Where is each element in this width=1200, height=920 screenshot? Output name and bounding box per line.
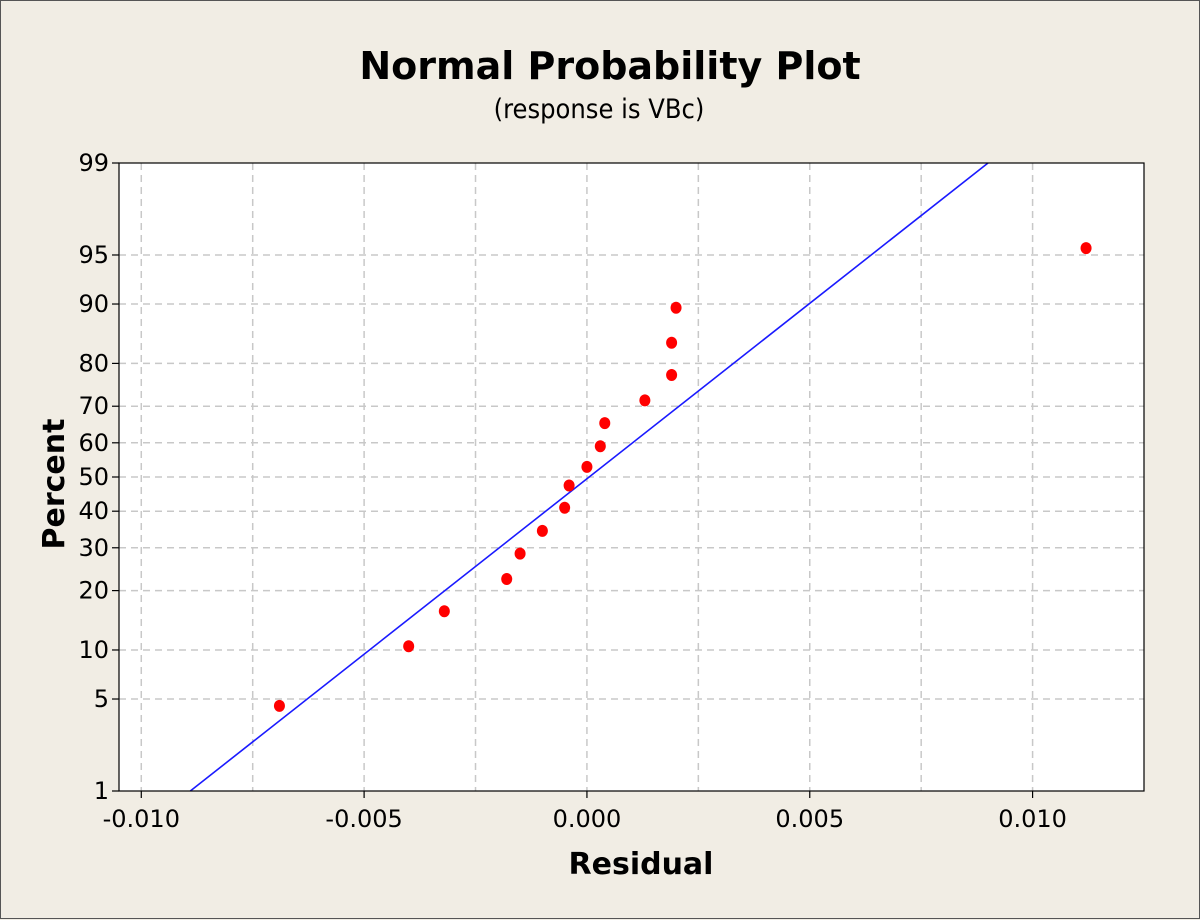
fit-line-layer <box>189 162 989 792</box>
data-point <box>594 440 606 453</box>
x-tick-label: -0.005 <box>325 805 402 833</box>
data-point <box>670 301 682 314</box>
y-tick-label: 1 <box>94 777 109 805</box>
data-point <box>403 640 415 653</box>
y-tick-label: 10 <box>78 636 109 664</box>
x-axis-label: Residual <box>569 847 714 882</box>
y-tick-label: 80 <box>78 349 109 377</box>
data-point <box>438 605 450 618</box>
x-tick-label: -0.010 <box>103 805 180 833</box>
chart-subtitle: (response is VBc) <box>494 94 705 125</box>
data-point <box>666 336 678 349</box>
data-point <box>563 479 575 492</box>
data-point-layer <box>273 242 1092 712</box>
axis-ticks: -0.010 -0.005 0.000 0.005 0.010 1 5 10 20 30 40 50 6… <box>78 149 1066 833</box>
grid-layer <box>119 163 1144 791</box>
data-point <box>581 460 593 473</box>
x-tick-label: 0.010 <box>998 805 1067 833</box>
y-tick-label: 70 <box>78 392 109 420</box>
data-point <box>514 547 526 560</box>
data-point <box>639 394 651 407</box>
data-point <box>559 501 571 514</box>
data-point <box>666 369 678 382</box>
y-axis-label: Percent <box>37 419 72 550</box>
fit-line <box>189 162 989 792</box>
y-tick-label: 50 <box>78 463 109 491</box>
data-point <box>273 699 285 712</box>
data-point <box>536 524 548 537</box>
chart-title: Normal Probability Plot <box>359 44 860 88</box>
y-tick-label: 40 <box>78 497 109 525</box>
x-tick-label: 0.000 <box>553 805 622 833</box>
plot-area <box>119 163 1144 791</box>
y-tick-label: 99 <box>78 149 109 177</box>
y-tick-label: 90 <box>78 290 109 318</box>
data-point <box>599 417 611 430</box>
x-tick-label: 0.005 <box>775 805 844 833</box>
y-tick-label: 20 <box>78 577 109 605</box>
data-point <box>1080 242 1092 255</box>
data-point <box>501 572 513 585</box>
y-tick-label: 60 <box>78 429 109 457</box>
y-tick-label: 30 <box>78 534 109 562</box>
y-tick-label: 95 <box>78 241 109 269</box>
y-tick-label: 5 <box>94 685 109 713</box>
